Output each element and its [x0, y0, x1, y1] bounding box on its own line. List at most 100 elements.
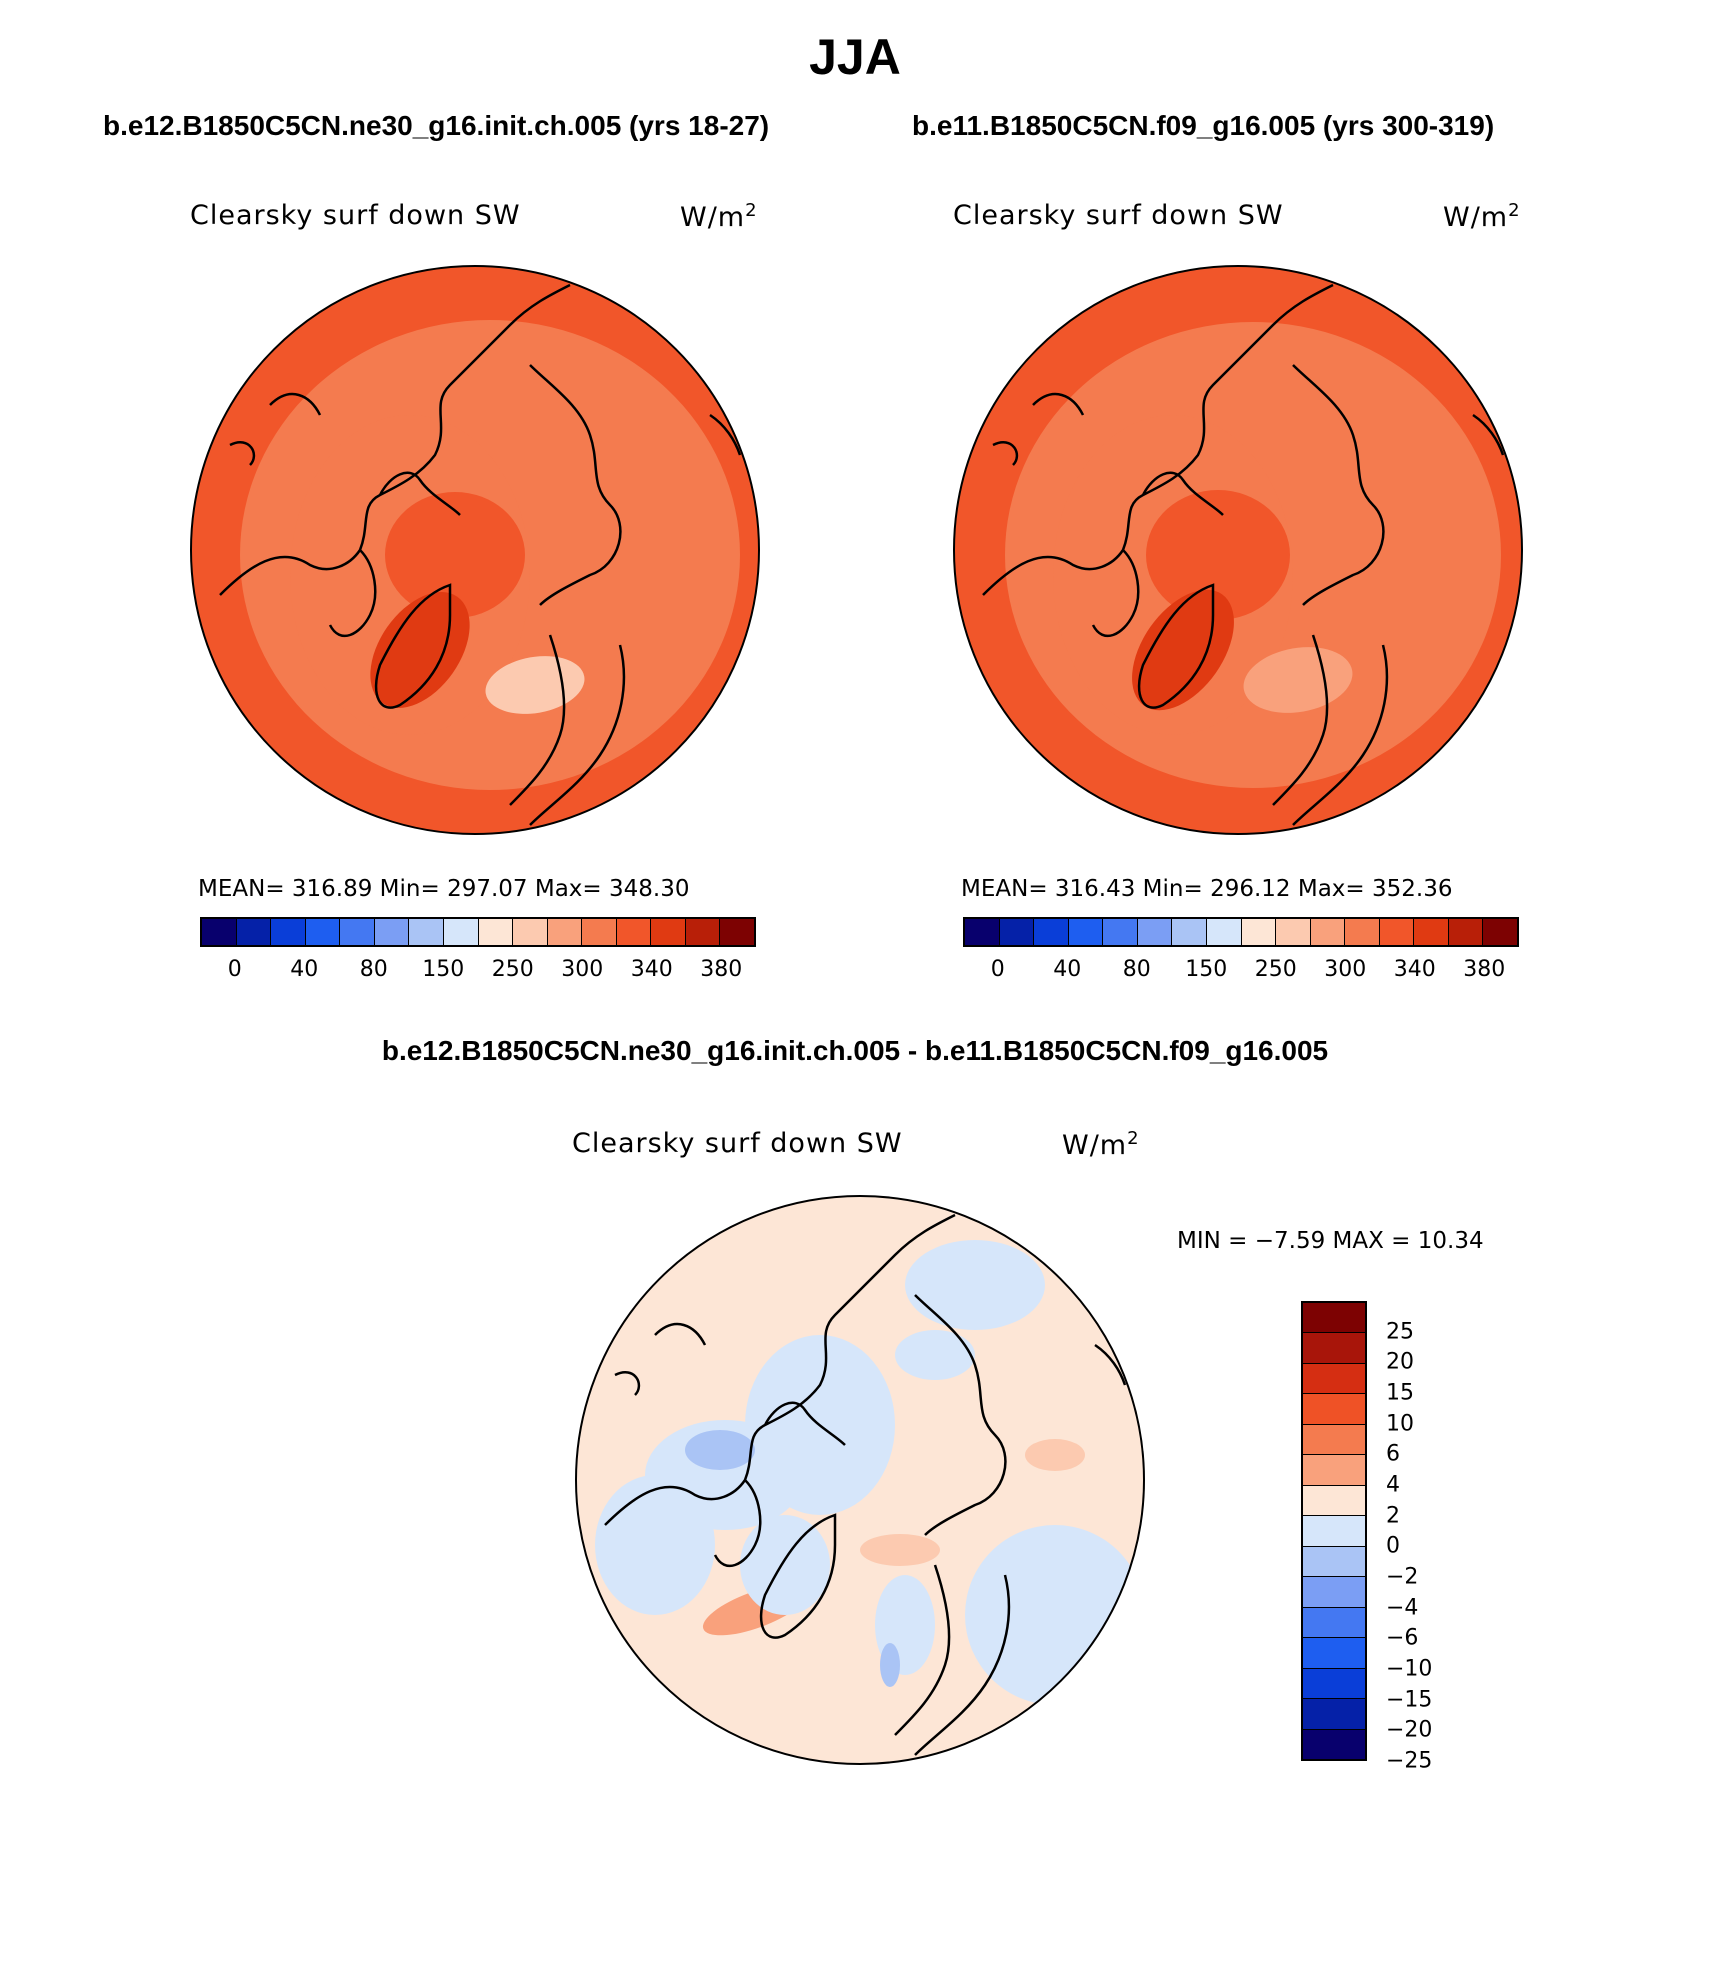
- colorbar-tick-label: 380: [700, 957, 743, 982]
- colorbar-swatch: [305, 919, 341, 945]
- colorbar-tick-label: 6: [1386, 1441, 1400, 1467]
- colorbar-tick-label: −2: [1386, 1564, 1419, 1590]
- main-title: JJA: [809, 29, 901, 85]
- colorbar-swatch: [1068, 919, 1104, 945]
- colorbar-swatch: [1172, 919, 1207, 945]
- field-siberia-neg2: [895, 1330, 975, 1380]
- colorbar-swatch: [1303, 1394, 1365, 1425]
- colorbar-swatch: [409, 919, 444, 945]
- colorbar-swatch: [1303, 1455, 1365, 1486]
- panel-right-map: [953, 265, 1523, 835]
- colorbar-swatch: [1303, 1303, 1365, 1334]
- colorbar-swatch: [720, 919, 754, 945]
- colorbar-swatch: [1345, 919, 1380, 945]
- colorbar-swatch: [1379, 919, 1415, 945]
- panel-left-variable-label: Clearsky surf down SW: [190, 200, 521, 231]
- colorbar-swatch: [1303, 1424, 1365, 1456]
- panel-right-stats: MEAN= 316.43 Min= 296.12 Max= 352.36: [961, 876, 1453, 902]
- colorbar-swatch: [1103, 919, 1138, 945]
- colorbar-tick-label: 250: [1254, 957, 1297, 982]
- colorbar-swatch: [478, 919, 514, 945]
- colorbar-swatch: [999, 919, 1035, 945]
- panel-left-case-title: b.e12.B1850C5CN.ne30_g16.init.ch.005 (yr…: [103, 110, 770, 141]
- field-greenland-high: [1132, 589, 1234, 711]
- colorbar-swatch: [1303, 1333, 1365, 1364]
- colorbar-swatch: [1034, 919, 1069, 945]
- field-archipelago-neg2: [685, 1430, 755, 1470]
- field-atlantic-positive: [1025, 1439, 1085, 1471]
- colorbar-tick-label: −4: [1386, 1595, 1419, 1621]
- field-europe-negative: [965, 1525, 1144, 1705]
- coastline: [219, 283, 742, 826]
- colorbar-tick-label: 80: [359, 957, 388, 982]
- difference-units-label: W/m2: [1062, 1128, 1140, 1161]
- colorbar-swatch: [1303, 1485, 1365, 1517]
- colorbar-tick-label: 40: [290, 957, 319, 982]
- colorbar-tick-label: 380: [1463, 957, 1506, 982]
- colorbar-swatch: [1414, 919, 1449, 945]
- difference-colorbar-ticks: 25 20 15 10 6 4 2 0 −2 −4 −6 −10 −15 −20 −25: [1386, 1301, 1506, 1773]
- panel-left-colorbar-ticks: 0 40 80 150 250 300 340 380: [200, 957, 756, 987]
- colorbar-swatch: [651, 919, 686, 945]
- field-scand-neg2: [880, 1643, 900, 1687]
- colorbar-tick-label: 0: [1386, 1533, 1400, 1559]
- colorbar-tick-label: 250: [491, 957, 534, 982]
- colorbar-tick-label: 15: [1386, 1380, 1414, 1406]
- panel-left-colorbar: [200, 917, 756, 947]
- panel-right-case-title: b.e11.B1850C5CN.f09_g16.005 (yrs 300-319…: [912, 110, 1495, 141]
- colorbar-swatch: [1303, 1363, 1365, 1395]
- colorbar-swatch: [1303, 1729, 1365, 1760]
- field-band-center: [1146, 490, 1290, 620]
- panel-left-map: [190, 265, 760, 835]
- field-norwegian-positive: [860, 1534, 940, 1566]
- colorbar-tick-label: 150: [422, 957, 465, 982]
- coastline: [604, 1213, 1127, 1756]
- colorbar-swatch: [1303, 1638, 1365, 1669]
- colorbar-tick-label: 4: [1386, 1472, 1400, 1498]
- colorbar-tick-label: −25: [1386, 1748, 1433, 1774]
- colorbar-tick-label: 150: [1185, 957, 1228, 982]
- panel-left-stats: MEAN= 316.89 Min= 297.07 Max= 348.30: [198, 876, 690, 902]
- colorbar-tick-label: 10: [1386, 1411, 1414, 1437]
- colorbar-swatch: [1276, 919, 1311, 945]
- panel-right-colorbar-ticks: 0 40 80 150 250 300 340 380: [963, 957, 1519, 987]
- colorbar-tick-label: 20: [1386, 1349, 1414, 1375]
- panel-right-colorbar: [963, 917, 1519, 947]
- colorbar-swatch: [513, 919, 548, 945]
- colorbar-swatch: [1483, 919, 1517, 945]
- coastline: [982, 283, 1505, 826]
- colorbar-swatch: [1303, 1577, 1365, 1608]
- field-greenland-high: [370, 592, 470, 708]
- colorbar-tick-label: −20: [1386, 1717, 1433, 1743]
- colorbar-tick-label: 340: [1393, 957, 1436, 982]
- difference-colorbar: [1301, 1301, 1367, 1761]
- field-band-center: [385, 492, 525, 618]
- colorbar-swatch: [340, 919, 375, 945]
- difference-map: [575, 1195, 1145, 1765]
- colorbar-tick-label: 300: [1324, 957, 1367, 982]
- colorbar-swatch: [1303, 1607, 1365, 1639]
- panel-right-variable-label: Clearsky surf down SW: [953, 200, 1284, 231]
- colorbar-tick-label: 340: [630, 957, 673, 982]
- colorbar-swatch: [1206, 919, 1242, 945]
- colorbar-swatch: [236, 919, 272, 945]
- colorbar-tick-label: 0: [227, 957, 242, 982]
- colorbar-tick-label: 80: [1122, 957, 1151, 982]
- colorbar-swatch: [1241, 919, 1277, 945]
- colorbar-swatch: [1303, 1516, 1365, 1547]
- panel-left-units-label: W/m2: [680, 200, 758, 233]
- colorbar-swatch: [202, 919, 237, 945]
- difference-minmax: MIN = −7.59 MAX = 10.34: [1177, 1228, 1484, 1254]
- field-greenland-negative: [740, 1515, 830, 1615]
- panel-right-units-label: W/m2: [1443, 200, 1521, 233]
- colorbar-swatch: [616, 919, 652, 945]
- colorbar-swatch: [1310, 919, 1346, 945]
- colorbar-swatch: [582, 919, 617, 945]
- colorbar-tick-label: 2: [1386, 1503, 1400, 1529]
- colorbar-swatch: [1137, 919, 1173, 945]
- colorbar-swatch: [1303, 1699, 1365, 1730]
- colorbar-tick-label: 25: [1386, 1319, 1414, 1345]
- field-northamerica-negative: [595, 1475, 715, 1615]
- difference-variable-label: Clearsky surf down SW: [572, 1128, 903, 1159]
- field-siberia-negative: [905, 1240, 1045, 1330]
